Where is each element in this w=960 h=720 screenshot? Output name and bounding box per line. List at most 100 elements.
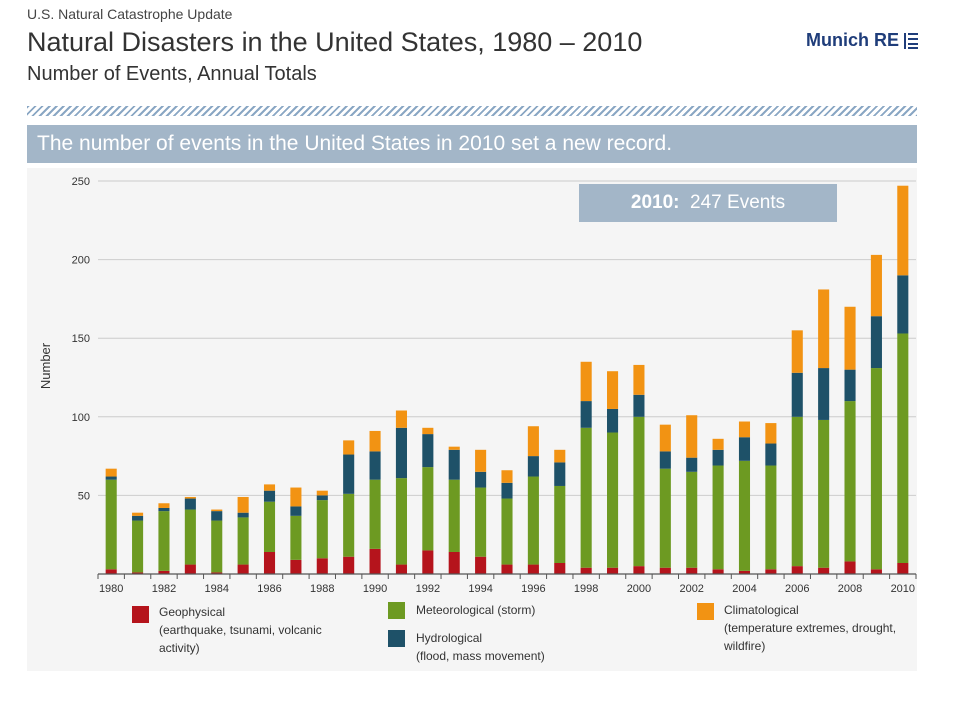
bar-meteorological-1989 [343,493,355,557]
bar-meteorological-1995 [501,498,513,565]
bar-geophysical-2007 [818,567,830,574]
bar-geophysical-1991 [395,564,407,574]
legend-label-geophysical: Geophysical [159,605,226,619]
bar-meteorological-1986 [263,501,276,552]
bar-meteorological-2008 [844,401,856,562]
bar-climatological-1996 [527,426,539,457]
bar-hydrological-1981 [132,515,144,521]
bar-geophysical-1982 [158,570,170,574]
bar-climatological-2000 [633,364,645,395]
x-tick-label: 1984 [204,583,228,595]
bar-meteorological-2001 [659,468,671,568]
x-tick-label: 2006 [785,583,809,595]
bar-geophysical-1996 [527,564,539,574]
bar-geophysical-2008 [844,561,856,574]
x-tick-label: 1996 [521,583,545,595]
legend-swatch-geophysical [132,606,149,623]
legend-item-climatological: Climatological (temperature extremes, dr… [724,601,899,655]
bar-climatological-1983 [184,496,196,499]
bar-climatological-1986 [263,484,276,491]
y-tick-label: 50 [78,490,90,502]
bar-hydrological-1995 [501,482,513,499]
bar-hydrological-2002 [686,457,698,472]
legend-item-meteorological: Meteorological (storm) [416,601,616,619]
bar-hydrological-1985 [237,512,249,518]
bar-climatological-1984 [211,509,223,512]
bar-hydrological-1982 [158,507,170,512]
bar-geophysical-1987 [290,559,302,574]
bar-climatological-2002 [686,415,698,458]
bar-hydrological-2008 [844,369,856,402]
legend-swatch-hydrological [388,630,405,647]
x-tick-label: 2000 [627,583,651,595]
bar-geophysical-1985 [237,564,249,574]
bar-geophysical-1998 [580,567,592,574]
bar-meteorological-2002 [686,471,698,568]
bar-meteorological-2004 [738,460,751,571]
bar-geophysical-1993 [448,551,460,574]
legend-desc-climatological: (temperature extremes, drought, wildfire… [724,621,897,653]
bar-hydrological-1983 [184,498,196,510]
bar-meteorological-1999 [607,432,619,568]
bar-climatological-1997 [554,449,566,463]
bar-meteorological-2006 [791,416,803,567]
bar-geophysical-1980 [105,569,117,574]
logo-mark-icon [904,32,918,49]
bar-meteorological-1985 [237,517,249,565]
bar-hydrological-1998 [580,401,592,428]
bar-hydrological-2005 [765,443,777,466]
chart-area [27,168,917,671]
x-tick-label: 1998 [574,583,598,595]
bar-climatological-2004 [738,421,751,438]
bar-geophysical-2006 [791,566,803,574]
bar-hydrological-2001 [659,451,671,469]
bar-climatological-2010 [897,185,909,276]
bar-climatological-2003 [712,438,724,450]
bar-hydrological-2009 [870,316,882,369]
bar-hydrological-1989 [343,454,355,494]
bar-geophysical-2005 [765,569,777,574]
y-tick-label: 100 [72,412,90,424]
x-tick-label: 1992 [416,583,440,595]
legend-swatch-meteorological [388,602,405,619]
bar-hydrological-2004 [738,437,751,461]
bar-climatological-1981 [132,512,144,516]
bar-meteorological-1993 [448,479,460,552]
bar-meteorological-1981 [132,520,144,573]
bar-geophysical-2001 [659,567,671,574]
bar-meteorological-1994 [475,487,487,557]
bar-meteorological-1996 [527,476,539,565]
x-tick-label: 1982 [152,583,176,595]
bar-climatological-1998 [580,361,592,402]
bar-climatological-1994 [475,449,487,472]
bar-hydrological-1984 [211,511,223,521]
bar-geophysical-1992 [422,550,434,574]
bar-hydrological-1992 [422,434,434,468]
bar-climatological-1999 [607,371,619,409]
bar-meteorological-2010 [897,333,909,563]
legend-desc-hydrological: (flood, mass movement) [416,649,545,663]
hatch-divider [27,106,917,116]
bar-meteorological-2003 [712,465,724,570]
bar-hydrological-1991 [395,427,407,479]
bar-hydrological-1986 [263,490,276,502]
x-tick-label: 1986 [257,583,281,595]
bar-meteorological-2007 [818,419,830,568]
bar-geophysical-1989 [343,556,355,574]
bar-meteorological-1980 [105,479,117,570]
bar-meteorological-1987 [290,515,302,560]
bar-geophysical-1994 [475,556,487,574]
bar-hydrological-2003 [712,449,724,466]
y-tick-label: 150 [72,333,90,345]
x-tick-label: 2010 [891,583,915,595]
bar-climatological-1991 [395,410,407,428]
callout-year: 2010: [630,192,680,213]
bar-hydrological-2000 [633,394,645,417]
logo-text: Munich RE [806,30,899,50]
bar-geophysical-2009 [870,569,882,574]
bar-geophysical-2010 [897,562,909,574]
bar-meteorological-1998 [580,427,592,568]
bar-geophysical-1990 [369,548,381,574]
bar-meteorological-1983 [184,509,196,565]
